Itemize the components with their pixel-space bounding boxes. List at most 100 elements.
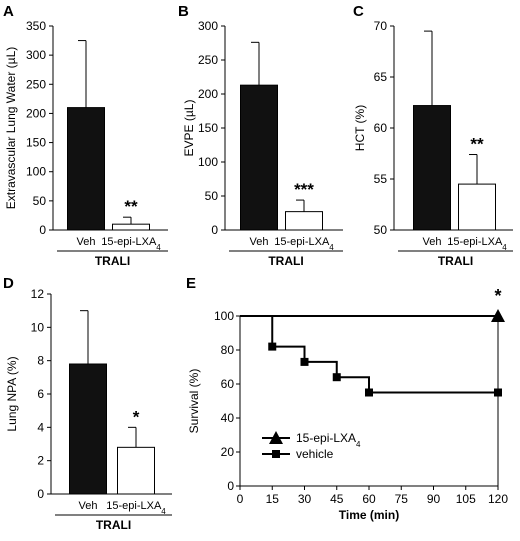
y-tick-label: 70 [374, 19, 388, 33]
x-tick-label: 120 [488, 492, 508, 506]
y-tick-label: 50 [205, 189, 219, 203]
category-label: Veh [79, 500, 98, 512]
y-tick-label: 4 [37, 420, 44, 434]
y-tick-label: 60 [374, 121, 388, 135]
significance-marker: *** [294, 180, 314, 199]
y-axis-label: Lung NPA (%) [5, 356, 19, 431]
y-tick-label: 50 [374, 223, 388, 237]
y-tick-label: 8 [37, 354, 44, 368]
plot-frame [239, 315, 499, 487]
legend-label: vehicle [296, 447, 334, 461]
y-axis-label: Survival (%) [187, 369, 201, 434]
bar [240, 84, 278, 231]
category-label: Veh [77, 236, 96, 248]
x-tick-label: 0 [237, 492, 244, 506]
y-tick-label: 6 [37, 387, 44, 401]
y-axis-label: Extravascular Lung Water (µL) [4, 47, 18, 210]
chart-a: A 0 50 100 150 200 250 300 350 Extravascular Lung… [3, 3, 168, 268]
significance-marker: ** [124, 197, 138, 216]
panel-c: C 50 55 60 65 70 HCT (%) Veh ** 15-epi-LXA4 TRALI [350, 0, 520, 268]
legend-marker-square [272, 450, 280, 458]
data-point-square [332, 373, 341, 382]
legend-marker-triangle [269, 431, 283, 444]
y-tick-label: 10 [31, 320, 45, 334]
chart-d: D 0 2 4 6 8 10 12 Lung NPA (%) Veh * 15-epi-LXA4 TRA… [3, 275, 172, 532]
y-tick-label: 100 [198, 155, 218, 169]
y-tick-label: 350 [26, 19, 46, 33]
x-tick-label: 15 [266, 492, 280, 506]
group-label: TRALI [438, 254, 473, 268]
y-tick-label: 200 [26, 106, 46, 120]
x-tick-label: 90 [427, 492, 441, 506]
chart-c: C 50 55 60 65 70 HCT (%) Veh ** 15-epi-LXA4 TRALI [353, 3, 513, 268]
legend-label: 15-epi-LXA4 [296, 431, 361, 449]
y-axis-label: HCT (%) [353, 105, 367, 151]
y-tick-label: 150 [26, 136, 46, 150]
panel-label: C [353, 3, 364, 20]
y-tick-label: 12 [31, 287, 45, 301]
y-tick-label: 55 [374, 172, 388, 186]
y-tick-label: 0 [227, 479, 234, 493]
data-point-square [300, 357, 309, 366]
significance-marker: * [133, 407, 140, 426]
y-tick-label: 80 [221, 343, 235, 357]
bar [117, 446, 155, 495]
x-tick-label: 105 [456, 492, 476, 506]
chart-e: E 0 20 40 60 80 100 0 15 30 45 60 75 90 105 120 Time (mi… [186, 275, 508, 522]
y-tick-label: 300 [26, 48, 46, 62]
y-tick-label: 60 [221, 377, 235, 391]
bar [67, 107, 105, 231]
category-label: 15-epi-LXA4 [447, 236, 507, 252]
panel-d: D 0 2 4 6 8 10 12 Lung NPA (%) Veh * 15-epi-LXA4 TRA… [0, 272, 180, 536]
category-label: Veh [423, 236, 442, 248]
y-tick-label: 40 [221, 411, 235, 425]
bar [112, 223, 150, 231]
series-line-1 [240, 315, 498, 394]
y-tick-label: 0 [39, 223, 46, 237]
y-tick-label: 65 [374, 70, 388, 84]
category-label: Veh [250, 236, 269, 248]
bar [413, 105, 451, 231]
y-tick-label: 20 [221, 445, 235, 459]
x-tick-label: 60 [362, 492, 376, 506]
y-tick-label: 200 [198, 87, 218, 101]
significance-marker: ** [470, 135, 484, 154]
y-tick-label: 0 [37, 487, 44, 501]
x-tick-label: 45 [330, 492, 344, 506]
y-tick-label: 2 [37, 454, 44, 468]
y-tick-label: 300 [198, 19, 218, 33]
x-tick-label: 30 [298, 492, 312, 506]
data-point-square [365, 388, 373, 397]
y-axis-label: EVPE (µL) [182, 100, 196, 157]
y-tick-label: 0 [211, 223, 218, 237]
data-point-triangle [491, 309, 505, 322]
category-label: 15-epi-LXA4 [106, 500, 166, 516]
y-tick-label: 100 [26, 165, 46, 179]
category-label: 15-epi-LXA4 [274, 236, 334, 252]
group-label: TRALI [268, 254, 303, 268]
panel-label: A [3, 3, 14, 20]
x-tick-label: 75 [395, 492, 409, 506]
data-point-square [268, 342, 277, 351]
category-label: 15-epi-LXA4 [101, 236, 161, 252]
panel-label: E [186, 275, 196, 292]
chart-b: B 0 50 100 150 200 250 300 EVPE (µL) Veh *** 15-epi… [178, 3, 343, 268]
panel-b: B 0 50 100 150 200 250 300 EVPE (µL) Veh *** 15-epi… [175, 0, 350, 268]
y-tick-label: 50 [33, 194, 47, 208]
y-tick-label: 250 [26, 77, 46, 91]
data-point-square [494, 388, 502, 397]
panel-label: B [178, 3, 189, 20]
x-axis-label: Time (min) [339, 508, 399, 522]
bar [69, 363, 107, 495]
group-label: TRALI [95, 254, 130, 268]
y-tick-label: 100 [214, 309, 234, 323]
y-tick-label: 250 [198, 53, 218, 67]
panel-label: D [3, 275, 14, 292]
bar [285, 211, 323, 231]
y-tick-label: 150 [198, 121, 218, 135]
bar [458, 183, 496, 231]
group-label: TRALI [96, 518, 131, 532]
panel-a: A 0 50 100 150 200 250 300 350 Extravascular Lung… [0, 0, 175, 268]
significance-marker: * [494, 286, 501, 306]
panel-e: E 0 20 40 60 80 100 0 15 30 45 60 75 90 105 120 Time (mi… [182, 272, 520, 536]
